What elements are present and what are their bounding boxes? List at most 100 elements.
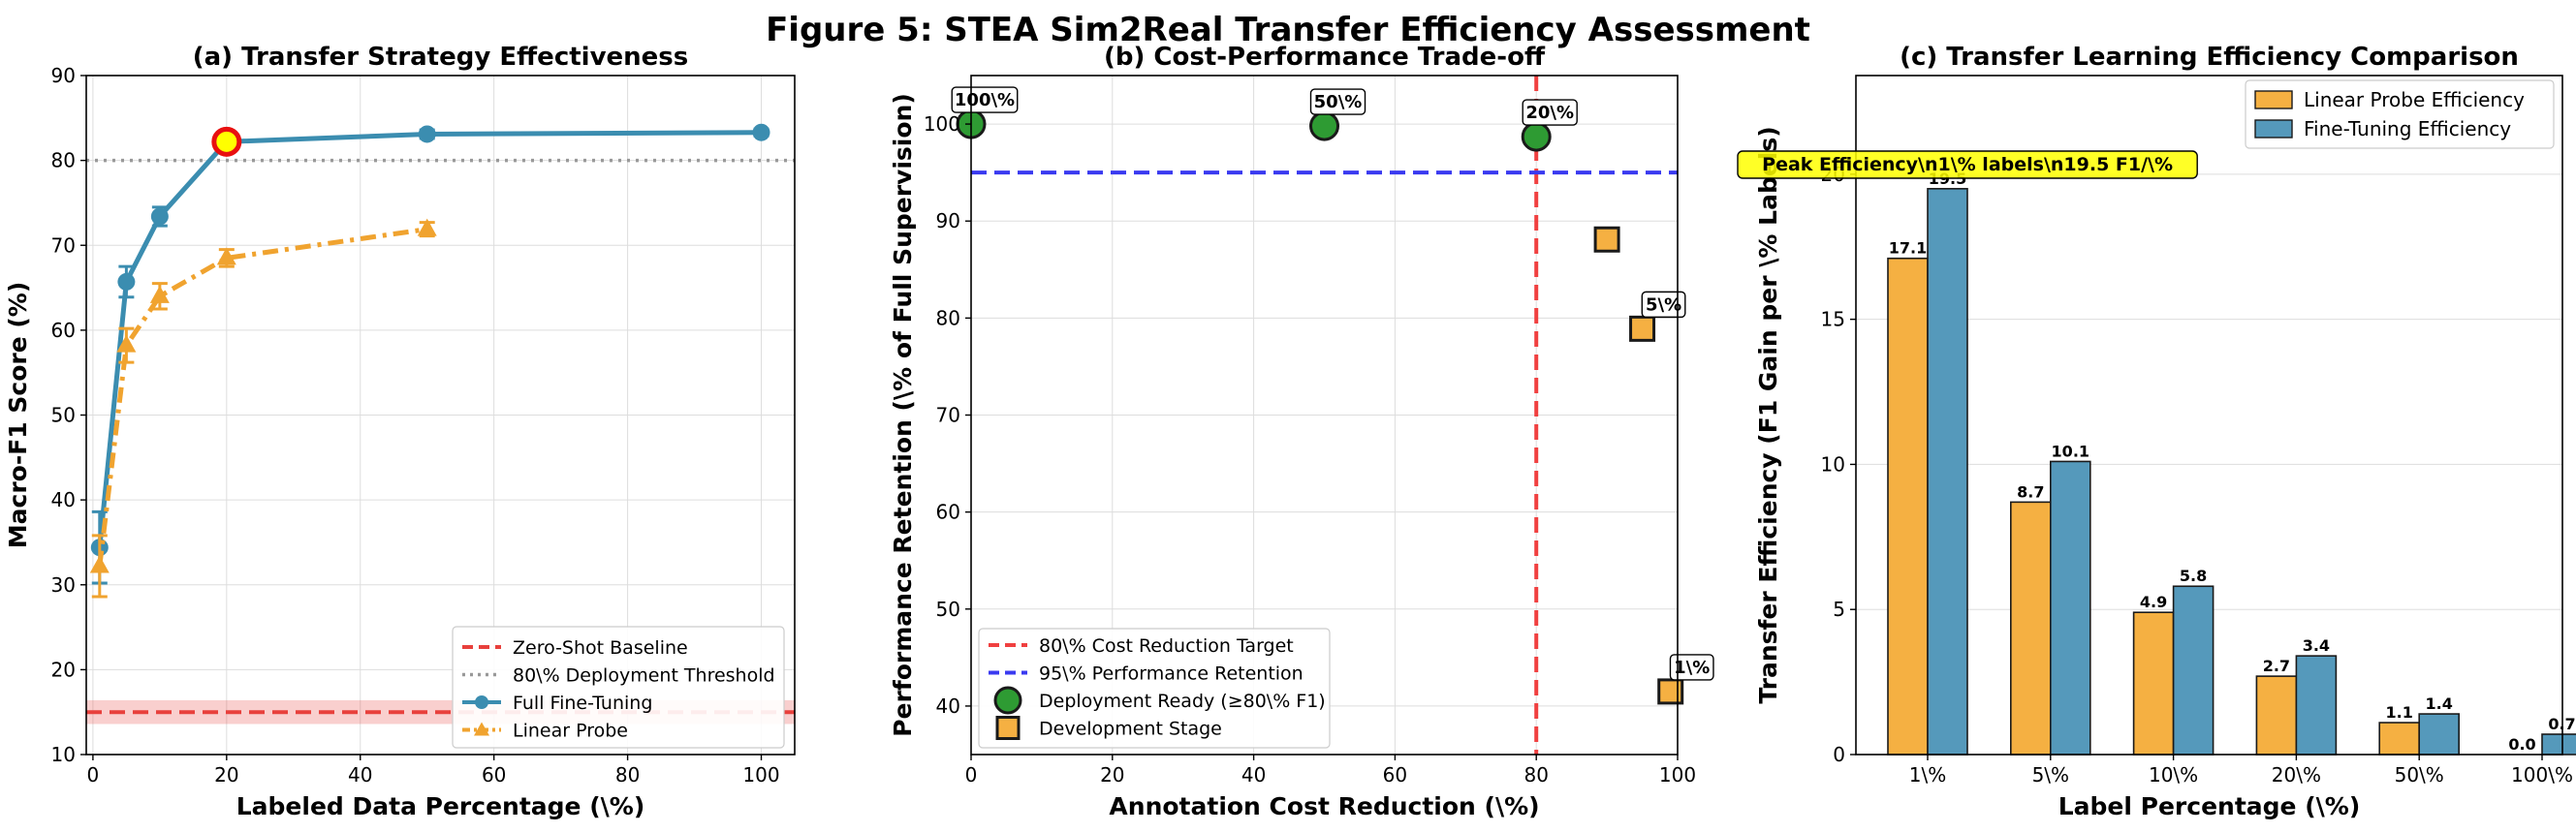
a-ytick-label: 70 <box>51 233 76 257</box>
legend-a-label: 80\% Deployment Threshold <box>513 665 775 687</box>
b-xlabel: Annotation Cost Reduction (\%) <box>1109 792 1539 820</box>
c-xtick-label: 50\% <box>2395 763 2444 787</box>
c-xtick-label: 5\% <box>2032 763 2069 787</box>
bar-value-label: 1.4 <box>2426 694 2453 713</box>
b-ytick-label: 90 <box>936 209 960 232</box>
legend-a-label: Full Fine-Tuning <box>513 693 652 714</box>
c-ytick-label: 10 <box>1821 452 1845 476</box>
legend-a-frame <box>452 626 785 749</box>
b-ytick-label: 100 <box>924 112 960 136</box>
a-xtick-label: 40 <box>348 763 372 787</box>
c-ytick-label: 5 <box>1833 598 1845 621</box>
bar-value-label: 0.0 <box>2508 735 2535 754</box>
data-point-linear-probe <box>116 334 137 353</box>
bar-value-label: 8.7 <box>2017 482 2044 501</box>
c-axes-frame <box>1855 75 2563 756</box>
b-xtick-label: 60 <box>1383 763 1407 787</box>
data-point-linear-probe <box>417 218 437 236</box>
c-xtick-label: 20\% <box>2272 763 2321 787</box>
series-line-linear-probe <box>97 227 428 567</box>
point-label-box <box>1669 654 1714 681</box>
b-ytick-label: 40 <box>936 694 960 718</box>
b-xtick-label: 0 <box>965 763 978 787</box>
figure-title: Figure 5: STEA Sim2Real Transfer Efficie… <box>766 11 1810 49</box>
data-point-development-stage <box>1629 315 1656 342</box>
bar-linear-probe <box>2132 611 2175 756</box>
panel-a-line-chart: 10 20 30 40 50 60 70 80 90 0 20 40 60 80 100 (a) Transf… <box>4 43 796 820</box>
b-xtick-label: 20 <box>1100 763 1124 787</box>
a-title: (a) Transfer Strategy Effectiveness <box>193 43 689 72</box>
legend-b: 80\% Cost Reduction Target 95\% Performan… <box>978 628 1331 749</box>
a-ytick-label: 30 <box>51 573 76 597</box>
bar-fine-tuning <box>2541 733 2576 756</box>
c-title: (c) Transfer Learning Efficiency Compari… <box>1900 43 2519 72</box>
a-ytick-label: 50 <box>51 404 76 427</box>
b-ytick-label: 50 <box>936 598 960 621</box>
legend-c-frame <box>2245 79 2555 149</box>
b-ylabel: Performance Retention (\% of Full Superv… <box>889 93 917 737</box>
bar-linear-probe <box>2255 675 2298 756</box>
data-point-fine-tuning <box>150 207 169 226</box>
legend-b-label: 80\% Cost Reduction Target <box>1039 635 1294 657</box>
bar-value-label: 3.4 <box>2303 636 2330 655</box>
legend-c-label: Fine-Tuning Efficiency <box>2304 117 2511 140</box>
a-ytick-label: 20 <box>51 658 76 681</box>
bar-linear-probe <box>2378 722 2420 756</box>
bar-fine-tuning <box>2295 655 2338 756</box>
legend-b-swatch <box>995 716 1021 740</box>
a-xtick-label: 100 <box>742 763 779 787</box>
a-xtick-label: 60 <box>482 763 506 787</box>
panel-b-scatter-chart: 100\% 50\% 20\% 5\% 1\% 40 50 60 70 80 90 100 0 20 40 6… <box>889 43 1714 820</box>
a-xtick-label: 80 <box>615 763 640 787</box>
point-label: 20\% <box>1525 103 1574 123</box>
bar-value-label: 10.1 <box>2052 442 2089 460</box>
b-xtick-label: 40 <box>1241 763 1266 787</box>
data-point-deployment-ready <box>1521 121 1552 152</box>
a-ytick-label: 90 <box>51 64 76 87</box>
c-xlabel: Label Percentage (\%) <box>2058 792 2361 820</box>
peak-annotation-box <box>1737 150 2198 179</box>
highlight-point <box>211 126 242 157</box>
point-label-box <box>1309 88 1367 115</box>
b-xtick-label: 100 <box>1659 763 1696 787</box>
bar-value-label: 5.8 <box>2180 567 2207 585</box>
c-xtick-label: 1\% <box>1909 763 1946 787</box>
b-ytick-label: 80 <box>936 306 960 329</box>
point-label-box <box>1522 99 1578 126</box>
point-label-box <box>951 86 1019 113</box>
bar-fine-tuning <box>2050 460 2091 756</box>
a-xtick-label: 0 <box>87 763 100 787</box>
c-ytick-label: 0 <box>1833 743 1845 766</box>
legend-c-label: Linear Probe Efficiency <box>2304 88 2525 111</box>
bar-value-label: 17.1 <box>1889 239 1927 258</box>
bar-fine-tuning <box>2418 713 2460 756</box>
c-ytick-label: 15 <box>1821 308 1845 331</box>
legend-c-swatch <box>2254 119 2293 139</box>
data-point-fine-tuning <box>418 125 436 143</box>
c-xtick-label: 10\% <box>2149 763 2198 787</box>
point-label: 50\% <box>1314 92 1363 112</box>
data-point-linear-probe <box>149 285 170 303</box>
point-label: 1\% <box>1674 658 1710 678</box>
legend-b-label: 95\% Performance Retention <box>1039 663 1304 685</box>
data-point-linear-probe <box>89 555 110 573</box>
point-label: 100\% <box>955 90 1015 110</box>
legend-b-label: Deployment Ready (≥80\% F1) <box>1039 691 1326 712</box>
legend-b-swatch <box>993 686 1022 715</box>
legend-a-label: Zero-Shot Baseline <box>513 637 688 659</box>
data-point-development-stage <box>1657 678 1684 705</box>
bar-linear-probe <box>2010 501 2052 756</box>
data-point-deployment-ready <box>1309 110 1339 141</box>
legend-c: Linear Probe Efficiency Fine-Tuning Effic… <box>2245 79 2555 149</box>
b-ytick-label: 70 <box>936 404 960 427</box>
data-point-fine-tuning <box>117 272 136 291</box>
bar-linear-probe <box>1887 257 1929 756</box>
panel-c-bar-chart: 17.18.74.92.71.10.019.510.15.83.41.40.70… <box>1737 43 2576 820</box>
data-point-development-stage <box>1593 226 1620 253</box>
a-ytick-label: 40 <box>51 488 76 511</box>
c-ylabel: Transfer Efficiency (F1 Gain per \% Labe… <box>1754 126 1782 703</box>
a-ylabel: Macro-F1 Score (%) <box>4 282 32 549</box>
point-label: 5\% <box>1646 294 1681 315</box>
b-xtick-label: 80 <box>1524 763 1548 787</box>
bar-value-label: 2.7 <box>2263 657 2290 675</box>
